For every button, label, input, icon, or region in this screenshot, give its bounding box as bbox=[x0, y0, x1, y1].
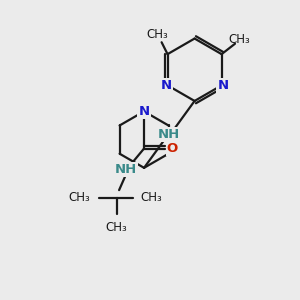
Text: CH₃: CH₃ bbox=[229, 33, 250, 46]
Text: N: N bbox=[218, 79, 229, 92]
Text: N: N bbox=[160, 79, 172, 92]
Text: CH₃: CH₃ bbox=[106, 221, 128, 234]
Text: CH₃: CH₃ bbox=[68, 191, 90, 204]
Text: NH: NH bbox=[158, 128, 180, 141]
Text: CH₃: CH₃ bbox=[140, 191, 162, 204]
Text: CH₃: CH₃ bbox=[146, 28, 168, 41]
Text: O: O bbox=[167, 142, 178, 155]
Text: N: N bbox=[139, 105, 150, 118]
Text: NH: NH bbox=[115, 163, 137, 176]
